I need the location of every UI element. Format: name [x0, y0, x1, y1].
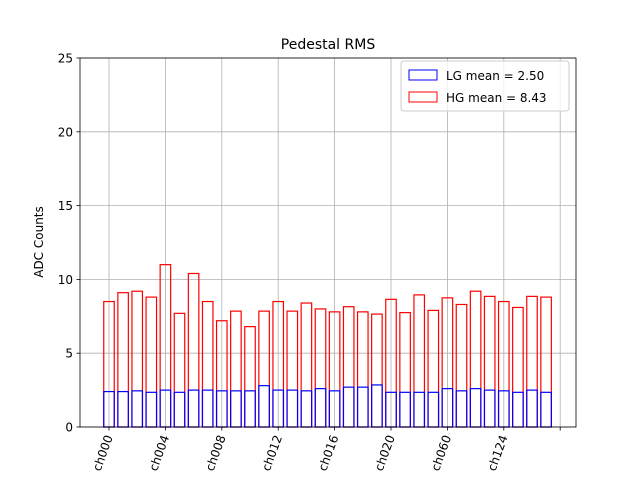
y-tick-label: 20 — [58, 125, 73, 139]
legend-box — [400, 60, 570, 112]
grid-lines — [80, 57, 576, 428]
y-axis-label: ADC Counts — [32, 206, 46, 278]
y-tick-label: 5 — [65, 347, 73, 361]
y-tick-label: 25 — [58, 52, 73, 66]
chart-title: Pedestal RMS — [281, 37, 376, 53]
y-tick-label: 10 — [58, 273, 73, 287]
legend-label-lg: LG mean = 2.50 — [446, 69, 544, 83]
legend-swatch-lg — [408, 69, 438, 81]
y-tick-label: 0 — [65, 421, 73, 435]
legend-label-hg: HG mean = 8.43 — [446, 91, 547, 105]
plot-frame — [79, 57, 577, 428]
legend: LG mean = 2.50 HG mean = 8.43 — [400, 60, 570, 112]
y-tick-label: 15 — [58, 199, 73, 213]
legend-swatch-hg — [408, 91, 438, 103]
